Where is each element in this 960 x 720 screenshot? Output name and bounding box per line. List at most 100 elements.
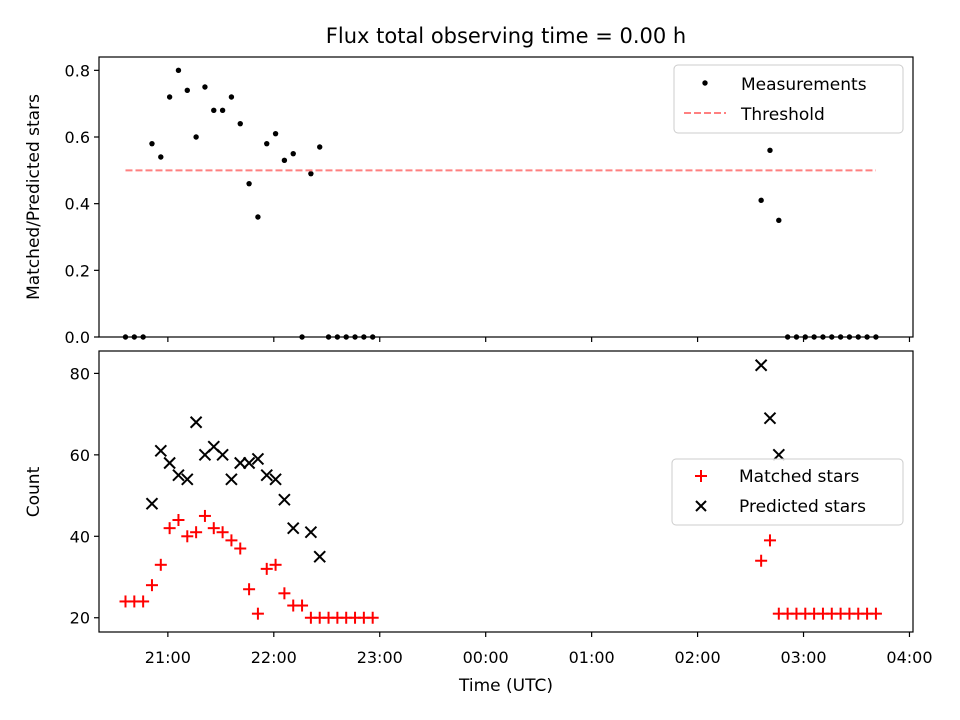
predicted-stars-point: [754, 359, 768, 372]
measurement-point: [246, 180, 252, 187]
bottom-plot-frame: [98, 350, 914, 633]
predicted-stars-point: [251, 452, 265, 466]
matched-stars-point: [763, 534, 776, 547]
x-tick-label: 03:00: [780, 648, 826, 667]
bottom-y-axis-label: Count: [24, 466, 44, 517]
top-panel: 0.00.20.40.60.8 Matched/Predicted stars …: [24, 56, 914, 347]
matched-stars-point: [296, 599, 309, 612]
matched-stars-point: [137, 595, 150, 608]
predicted-stars-point: [763, 411, 777, 425]
matched-stars-point: [260, 562, 273, 575]
matched-stars-point: [207, 522, 220, 535]
y-tick-label: 40: [70, 527, 90, 546]
predicted-stars-point: [234, 456, 247, 470]
legend-measurements-marker: [702, 80, 708, 86]
predicted-stars-point: [154, 444, 168, 457]
measurement-point: [281, 157, 288, 164]
bottom-x-ticks: 21:00 22:00 23:00 00:00 01:00 02:00 03:00 04:00: [145, 632, 933, 667]
x-tick-label: 04:00: [886, 648, 932, 667]
x-axis-label: Time (UTC): [458, 676, 553, 696]
measurement-point: [255, 214, 261, 220]
top-plot-frame: [98, 56, 914, 338]
bottom-legend-box: [671, 458, 904, 526]
measurement-point: [175, 67, 182, 74]
bottom-panel: 20 40 60 80 21:00 22:00 23:00 00:00 01:00 02:00 0…: [24, 350, 933, 696]
matched-stars-point: [251, 607, 264, 620]
measurement-point: [776, 217, 782, 224]
x-tick-label: 23:00: [357, 648, 403, 667]
measurement-point: [211, 107, 217, 114]
y-tick-label: 0.4: [65, 195, 90, 214]
x-tick-label: 22:00: [251, 648, 297, 667]
x-tick-label: 00:00: [463, 648, 509, 667]
predicted-stars-point: [181, 473, 194, 486]
y-tick-label: 0.0: [65, 328, 90, 347]
measurement-point: [202, 84, 208, 90]
top-y-axis-label: Matched/Predicted stars: [24, 94, 44, 300]
bottom-legend: Matched stars Predicted stars: [671, 458, 904, 526]
measurement-point: [308, 170, 314, 177]
x-tick-label: 21:00: [145, 648, 191, 667]
bottom-y-axis: 20 40 60 80: [70, 364, 99, 628]
predicted-stars-point: [313, 550, 326, 563]
y-tick-label: 20: [70, 609, 90, 628]
legend-measurements-label: Measurements: [741, 75, 867, 95]
x-tick-label: 01:00: [569, 648, 615, 667]
y-tick-label: 0.2: [65, 261, 90, 280]
matched-stars-point: [190, 526, 203, 539]
predicted-stars-point: [269, 473, 282, 486]
matched-stars-point: [216, 526, 229, 539]
measurement-point: [149, 140, 155, 147]
legend-matched-label: Matched stars: [739, 467, 859, 487]
measurement-point: [228, 94, 235, 100]
measurement-point: [767, 147, 773, 154]
measurement-point: [290, 150, 296, 157]
y-tick-label: 0.6: [65, 128, 90, 147]
matched-stars-point: [278, 587, 291, 600]
matched-stars-point: [366, 611, 379, 624]
legend-threshold-label: Threshold: [740, 105, 825, 125]
measurement-point: [184, 87, 190, 94]
top-x-ticks: [167, 337, 911, 342]
predicted-stars-point: [163, 456, 176, 470]
measurement-point: [219, 107, 226, 114]
predicted-stars-point: [172, 469, 185, 482]
matched-stars-point: [163, 522, 176, 535]
measurement-point: [272, 130, 279, 137]
measurement-point: [264, 140, 270, 147]
matched-stars-point: [198, 509, 211, 522]
top-y-axis: 0.0 0.2 0.4 0.6 0.8: [65, 61, 99, 347]
matched-stars-point: [243, 583, 256, 596]
bottom-marks: [119, 359, 882, 624]
matched-stars-point: [869, 607, 882, 620]
predicted-stars-point: [278, 493, 291, 506]
x-tick-label: 02:00: [675, 648, 721, 667]
measurement-point: [237, 120, 243, 127]
measurement-point: [166, 94, 173, 100]
predicted-stars-point: [304, 526, 318, 539]
matched-stars-point: [154, 558, 167, 571]
legend-predicted-label: Predicted stars: [739, 497, 866, 517]
top-legend: Measurements Threshold: [673, 64, 904, 134]
measurement-point: [317, 144, 323, 150]
matched-stars-point: [234, 542, 247, 555]
predicted-stars-point: [260, 469, 273, 482]
predicted-stars-point: [216, 448, 229, 462]
predicted-stars-point: [189, 416, 203, 429]
predicted-stars-point: [287, 521, 300, 535]
matched-stars-point: [181, 530, 194, 543]
measurement-point: [193, 134, 199, 140]
matched-stars-point: [172, 514, 185, 527]
matched-stars-point: [269, 558, 282, 571]
y-tick-label: 80: [70, 364, 90, 383]
predicted-stars-point: [145, 497, 159, 510]
top-legend-box: [673, 64, 904, 134]
legend-matched-marker: [695, 470, 707, 482]
predicted-stars-point: [225, 473, 238, 486]
y-tick-label: 60: [70, 446, 90, 465]
measurement-point: [158, 154, 164, 160]
y-tick-label: 0.8: [65, 61, 90, 80]
matched-stars-point: [755, 554, 768, 567]
matched-stars-point: [145, 579, 158, 592]
